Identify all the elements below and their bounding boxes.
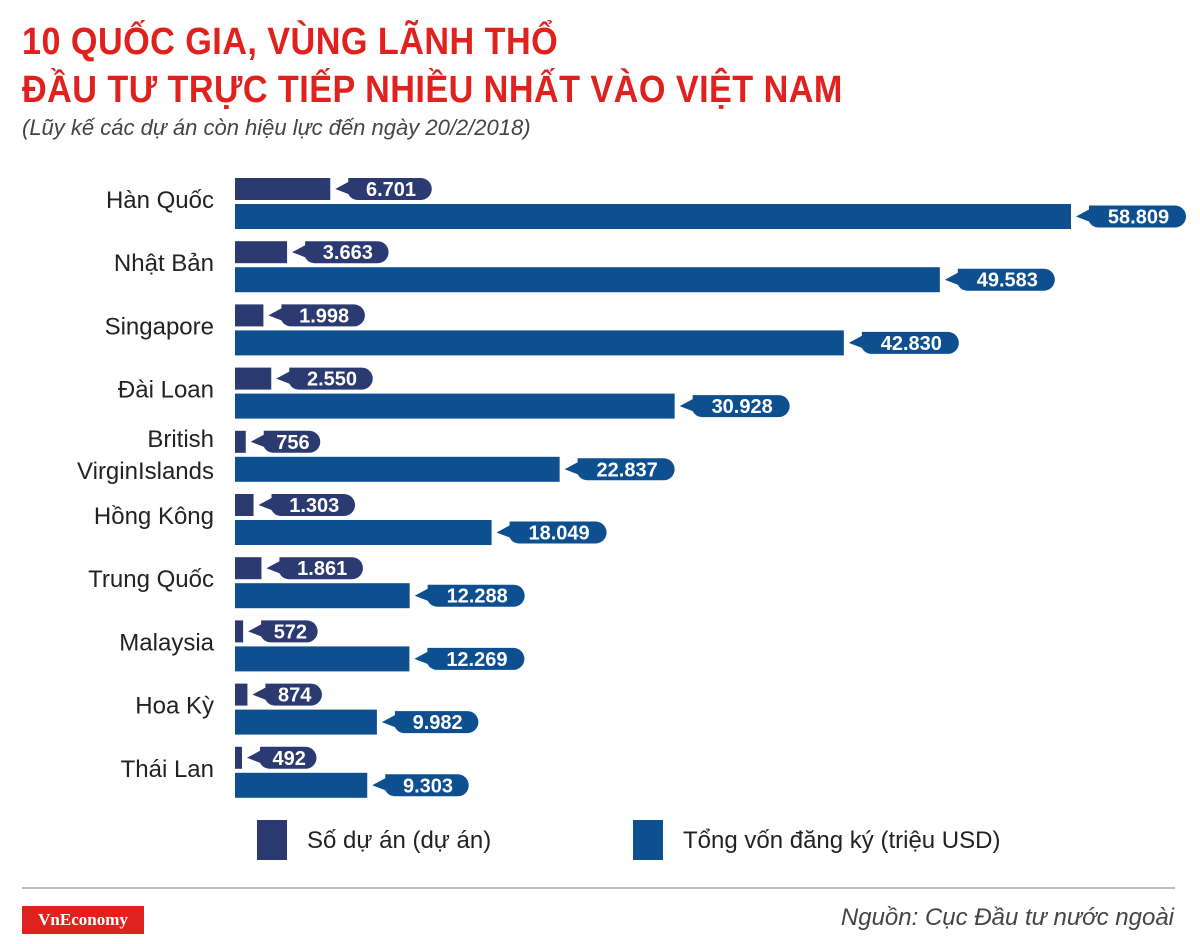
bar-projects — [235, 304, 264, 327]
bar-capital — [235, 393, 675, 419]
legend-label-capital: Tổng vốn đăng ký (triệu USD) — [683, 827, 1001, 854]
value-callout-projects — [248, 620, 318, 643]
data-label-projects: 1.303 — [289, 495, 339, 517]
bar-projects — [235, 557, 262, 580]
value-callout-capital — [381, 711, 479, 734]
data-label-capital: 58.809 — [1108, 207, 1169, 229]
value-callout-projects — [252, 683, 322, 706]
category-label: Hoa Kỳ — [135, 693, 214, 720]
value-callout-capital — [414, 647, 525, 670]
data-label-capital: 12.269 — [446, 649, 507, 671]
value-callout-projects — [335, 178, 432, 200]
bar-projects — [235, 430, 246, 453]
data-label-projects: 3.663 — [323, 242, 373, 264]
category-label: British VirginIslands — [77, 426, 214, 485]
data-label-capital: 9.982 — [413, 712, 463, 734]
value-callout-projects — [250, 430, 321, 453]
data-label-projects: 6.701 — [366, 179, 416, 201]
bar-projects — [235, 746, 242, 769]
bar-capital — [235, 772, 368, 798]
bar-projects — [235, 367, 272, 390]
category-label: Nhật Bản — [114, 250, 214, 277]
data-label-capital: 22.837 — [597, 459, 658, 481]
data-label-projects: 874 — [278, 685, 312, 707]
data-label-projects: 756 — [276, 432, 309, 454]
legend-swatch-capital — [633, 820, 663, 860]
bar-capital — [235, 583, 410, 609]
value-callout-capital — [496, 521, 607, 544]
bar-capital — [235, 646, 410, 672]
vneconomy-logo: VnEconomy — [22, 906, 144, 934]
data-label-capital: 12.288 — [447, 586, 508, 608]
value-callout-capital — [1076, 205, 1186, 228]
chart-title-line2: ĐẦU TƯ TRỰC TIẾP NHIỀU NHẤT VÀO VIỆT NAM — [22, 69, 843, 111]
category-label: Đài Loan — [118, 377, 214, 404]
data-label-projects: 2.550 — [307, 369, 357, 391]
category-label: Singapore — [105, 313, 214, 340]
data-label-projects: 572 — [274, 621, 307, 643]
data-label-capital: 49.583 — [977, 270, 1038, 292]
legend-swatch-projects — [257, 820, 287, 860]
category-label: Thái Lan — [121, 756, 214, 783]
value-callout-projects — [246, 746, 317, 769]
bar-capital — [235, 520, 492, 545]
value-callout-capital — [848, 331, 959, 354]
data-label-capital: 18.049 — [528, 523, 589, 545]
chart-title-line1: 10 QUỐC GIA, VÙNG LÃNH THỔ — [22, 21, 559, 63]
data-label-projects: 1.861 — [297, 558, 347, 580]
bar-capital — [235, 204, 1071, 229]
footer-divider — [22, 887, 1175, 889]
value-callout-projects — [258, 494, 356, 516]
bar-capital — [235, 456, 560, 482]
value-callout-projects — [276, 367, 373, 390]
category-label: Trung Quốc — [88, 566, 214, 593]
chart-subtitle: (Lũy kế các dự án còn hiệu lực đến ngày … — [22, 115, 531, 140]
category-label: Hồng Kông — [94, 503, 214, 530]
value-callout-capital — [414, 584, 525, 607]
bar-capital — [235, 709, 377, 735]
bar-chart: Hàn Quốc 6.701 58.809 Nhật Bản 3.663 49.583 Si… — [77, 178, 1186, 798]
value-callout-capital — [372, 774, 469, 797]
bar-capital — [235, 330, 844, 356]
value-callout-projects — [292, 241, 389, 264]
source-note: Nguồn: Cục Đầu tư nước ngoài — [840, 904, 1174, 931]
category-label: Malaysia — [119, 629, 214, 656]
value-callout-capital — [564, 458, 675, 481]
category-label: Hàn Quốc — [106, 187, 214, 214]
value-callout-capital — [679, 395, 790, 418]
bar-projects — [235, 494, 254, 516]
bar-projects — [235, 241, 288, 264]
value-callout-projects — [268, 304, 365, 327]
bar-capital — [235, 267, 940, 293]
bar-projects — [235, 620, 244, 643]
data-label-capital: 9.303 — [403, 775, 453, 797]
data-label-capital: 42.830 — [881, 333, 942, 355]
bar-projects — [235, 683, 248, 706]
data-label-projects: 492 — [273, 748, 306, 770]
value-callout-projects — [266, 557, 363, 580]
legend-label-projects: Số dự án (dự án) — [307, 827, 492, 854]
data-label-capital: 30.928 — [712, 396, 773, 418]
bar-projects — [235, 178, 331, 200]
value-callout-capital — [944, 268, 1055, 291]
data-label-projects: 1.998 — [299, 305, 349, 327]
